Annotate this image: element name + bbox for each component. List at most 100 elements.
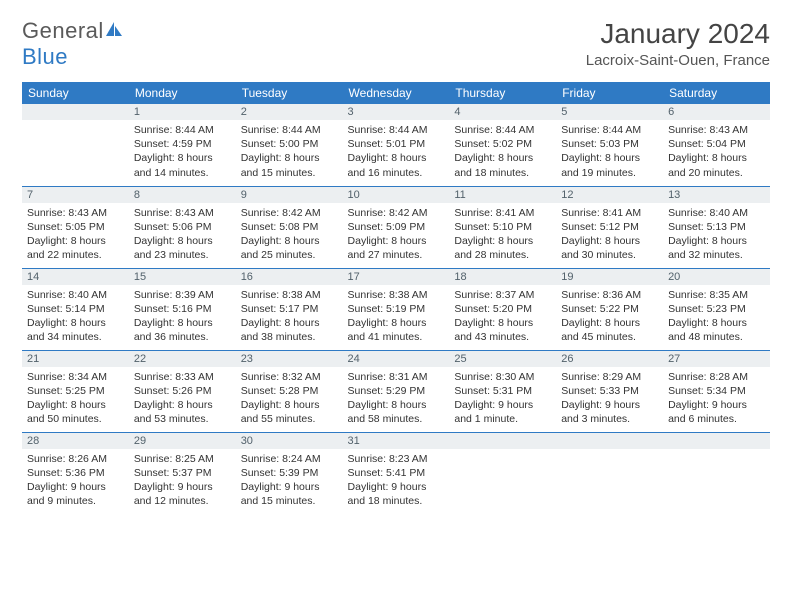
sunset-text: Sunset: 5:19 PM [348,302,445,316]
sunrise-text: Sunrise: 8:29 AM [561,370,658,384]
daylight-text: Daylight: 9 hours and 15 minutes. [241,480,338,508]
daylight-text: Daylight: 8 hours and 41 minutes. [348,316,445,344]
daylight-text: Daylight: 8 hours and 16 minutes. [348,151,445,179]
day-number [22,104,129,120]
daylight-text: Daylight: 8 hours and 38 minutes. [241,316,338,344]
sunset-text: Sunset: 5:36 PM [27,466,124,480]
day-details: Sunrise: 8:24 AMSunset: 5:39 PMDaylight:… [236,449,343,513]
day-details: Sunrise: 8:34 AMSunset: 5:25 PMDaylight:… [22,367,129,431]
sunrise-text: Sunrise: 8:23 AM [348,452,445,466]
day-number: 1 [129,104,236,120]
col-tuesday: Tuesday [236,82,343,104]
sunrise-text: Sunrise: 8:25 AM [134,452,231,466]
day-number: 21 [22,351,129,367]
day-number: 22 [129,351,236,367]
sunrise-text: Sunrise: 8:28 AM [668,370,765,384]
logo-part2: Blue [22,44,68,69]
title-block: January 2024 Lacroix-Saint-Ouen, France [586,18,770,69]
daylight-text: Daylight: 8 hours and 19 minutes. [561,151,658,179]
day-cell: 7Sunrise: 8:43 AMSunset: 5:05 PMDaylight… [22,186,129,268]
sunset-text: Sunset: 5:26 PM [134,384,231,398]
daylight-text: Daylight: 8 hours and 28 minutes. [454,234,551,262]
day-number: 16 [236,269,343,285]
day-details: Sunrise: 8:40 AMSunset: 5:13 PMDaylight:… [663,203,770,267]
sunrise-text: Sunrise: 8:30 AM [454,370,551,384]
day-number: 20 [663,269,770,285]
daylight-text: Daylight: 9 hours and 6 minutes. [668,398,765,426]
col-saturday: Saturday [663,82,770,104]
daylight-text: Daylight: 8 hours and 14 minutes. [134,151,231,179]
day-number: 11 [449,187,556,203]
daylight-text: Daylight: 8 hours and 23 minutes. [134,234,231,262]
header: GeneralBlue January 2024 Lacroix-Saint-O… [22,18,770,70]
sunset-text: Sunset: 5:34 PM [668,384,765,398]
sunset-text: Sunset: 5:06 PM [134,220,231,234]
month-title: January 2024 [586,18,770,50]
day-details: Sunrise: 8:35 AMSunset: 5:23 PMDaylight:… [663,285,770,349]
sunrise-text: Sunrise: 8:43 AM [668,123,765,137]
sunrise-text: Sunrise: 8:44 AM [134,123,231,137]
logo-sail-icon [104,18,124,44]
sunset-text: Sunset: 5:13 PM [668,220,765,234]
logo-part1: General [22,18,104,43]
day-details: Sunrise: 8:33 AMSunset: 5:26 PMDaylight:… [129,367,236,431]
day-number: 24 [343,351,450,367]
week-row: 21Sunrise: 8:34 AMSunset: 5:25 PMDayligh… [22,350,770,432]
sunset-text: Sunset: 4:59 PM [134,137,231,151]
day-number [663,433,770,449]
day-cell: 4Sunrise: 8:44 AMSunset: 5:02 PMDaylight… [449,104,556,186]
day-details: Sunrise: 8:39 AMSunset: 5:16 PMDaylight:… [129,285,236,349]
sunset-text: Sunset: 5:22 PM [561,302,658,316]
day-cell: 3Sunrise: 8:44 AMSunset: 5:01 PMDaylight… [343,104,450,186]
day-cell [22,104,129,186]
daylight-text: Daylight: 8 hours and 18 minutes. [454,151,551,179]
sunrise-text: Sunrise: 8:36 AM [561,288,658,302]
day-cell [663,432,770,514]
day-details: Sunrise: 8:23 AMSunset: 5:41 PMDaylight:… [343,449,450,513]
day-number: 19 [556,269,663,285]
sunrise-text: Sunrise: 8:39 AM [134,288,231,302]
col-monday: Monday [129,82,236,104]
day-details: Sunrise: 8:41 AMSunset: 5:12 PMDaylight:… [556,203,663,267]
day-cell: 28Sunrise: 8:26 AMSunset: 5:36 PMDayligh… [22,432,129,514]
sunrise-text: Sunrise: 8:42 AM [241,206,338,220]
day-cell: 17Sunrise: 8:38 AMSunset: 5:19 PMDayligh… [343,268,450,350]
day-cell: 25Sunrise: 8:30 AMSunset: 5:31 PMDayligh… [449,350,556,432]
day-details: Sunrise: 8:28 AMSunset: 5:34 PMDaylight:… [663,367,770,431]
day-number: 5 [556,104,663,120]
day-cell [449,432,556,514]
sunrise-text: Sunrise: 8:38 AM [241,288,338,302]
sunset-text: Sunset: 5:41 PM [348,466,445,480]
location-label: Lacroix-Saint-Ouen, France [586,52,770,69]
day-details: Sunrise: 8:44 AMSunset: 5:02 PMDaylight:… [449,120,556,184]
sunset-text: Sunset: 5:23 PM [668,302,765,316]
day-details: Sunrise: 8:44 AMSunset: 5:01 PMDaylight:… [343,120,450,184]
sunset-text: Sunset: 5:16 PM [134,302,231,316]
day-cell: 9Sunrise: 8:42 AMSunset: 5:08 PMDaylight… [236,186,343,268]
sunrise-text: Sunrise: 8:38 AM [348,288,445,302]
day-cell: 15Sunrise: 8:39 AMSunset: 5:16 PMDayligh… [129,268,236,350]
daylight-text: Daylight: 9 hours and 18 minutes. [348,480,445,508]
sunrise-text: Sunrise: 8:44 AM [454,123,551,137]
day-number: 12 [556,187,663,203]
day-number: 28 [22,433,129,449]
sunset-text: Sunset: 5:04 PM [668,137,765,151]
day-number: 31 [343,433,450,449]
day-cell: 26Sunrise: 8:29 AMSunset: 5:33 PMDayligh… [556,350,663,432]
sunrise-text: Sunrise: 8:33 AM [134,370,231,384]
daylight-text: Daylight: 8 hours and 25 minutes. [241,234,338,262]
week-row: 14Sunrise: 8:40 AMSunset: 5:14 PMDayligh… [22,268,770,350]
sunset-text: Sunset: 5:29 PM [348,384,445,398]
sunrise-text: Sunrise: 8:32 AM [241,370,338,384]
daylight-text: Daylight: 8 hours and 50 minutes. [27,398,124,426]
day-details: Sunrise: 8:31 AMSunset: 5:29 PMDaylight:… [343,367,450,431]
day-details: Sunrise: 8:44 AMSunset: 5:03 PMDaylight:… [556,120,663,184]
col-wednesday: Wednesday [343,82,450,104]
sunset-text: Sunset: 5:08 PM [241,220,338,234]
day-details: Sunrise: 8:36 AMSunset: 5:22 PMDaylight:… [556,285,663,349]
day-details: Sunrise: 8:41 AMSunset: 5:10 PMDaylight:… [449,203,556,267]
day-cell: 10Sunrise: 8:42 AMSunset: 5:09 PMDayligh… [343,186,450,268]
day-number: 10 [343,187,450,203]
day-cell: 31Sunrise: 8:23 AMSunset: 5:41 PMDayligh… [343,432,450,514]
day-header-row: Sunday Monday Tuesday Wednesday Thursday… [22,82,770,104]
